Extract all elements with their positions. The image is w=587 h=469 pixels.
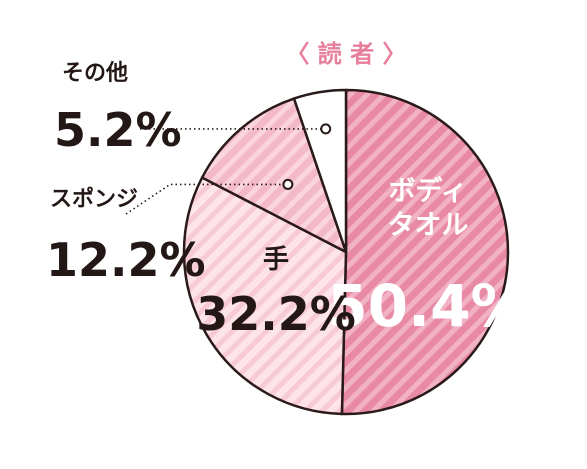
slice-label-body-towel-line: タオル	[388, 210, 469, 241]
slice-value-other: 5.2%	[54, 103, 182, 157]
slice-value-hand: 32.2%	[196, 287, 356, 341]
slice-label-body-towel: ボディタオル	[388, 175, 469, 241]
slice-value-body-towel: 50.4%	[327, 272, 528, 340]
leader-dot-sponge	[282, 178, 294, 190]
pie-slice-body-towel	[340, 88, 510, 416]
slice-label-body-towel-line: ボディ	[388, 175, 467, 207]
slice-label-hand: 手	[263, 245, 289, 275]
chart-title: 〈 読 者 〉	[285, 40, 406, 68]
pie-slice-other	[292, 88, 348, 254]
slice-label-sponge: スポンジ	[50, 186, 138, 212]
slice-value-sponge: 12.2%	[46, 233, 206, 287]
pie-slices	[182, 88, 510, 416]
slice-label-other: その他	[62, 61, 128, 86]
leader-lines	[125, 123, 332, 215]
leader-dot-other	[320, 123, 332, 135]
pie-slice-hand	[182, 176, 348, 416]
slice-labels: ボディタオル 50.4% 手 32.2% スポンジ 12.2% その他 5.2%	[46, 61, 529, 341]
